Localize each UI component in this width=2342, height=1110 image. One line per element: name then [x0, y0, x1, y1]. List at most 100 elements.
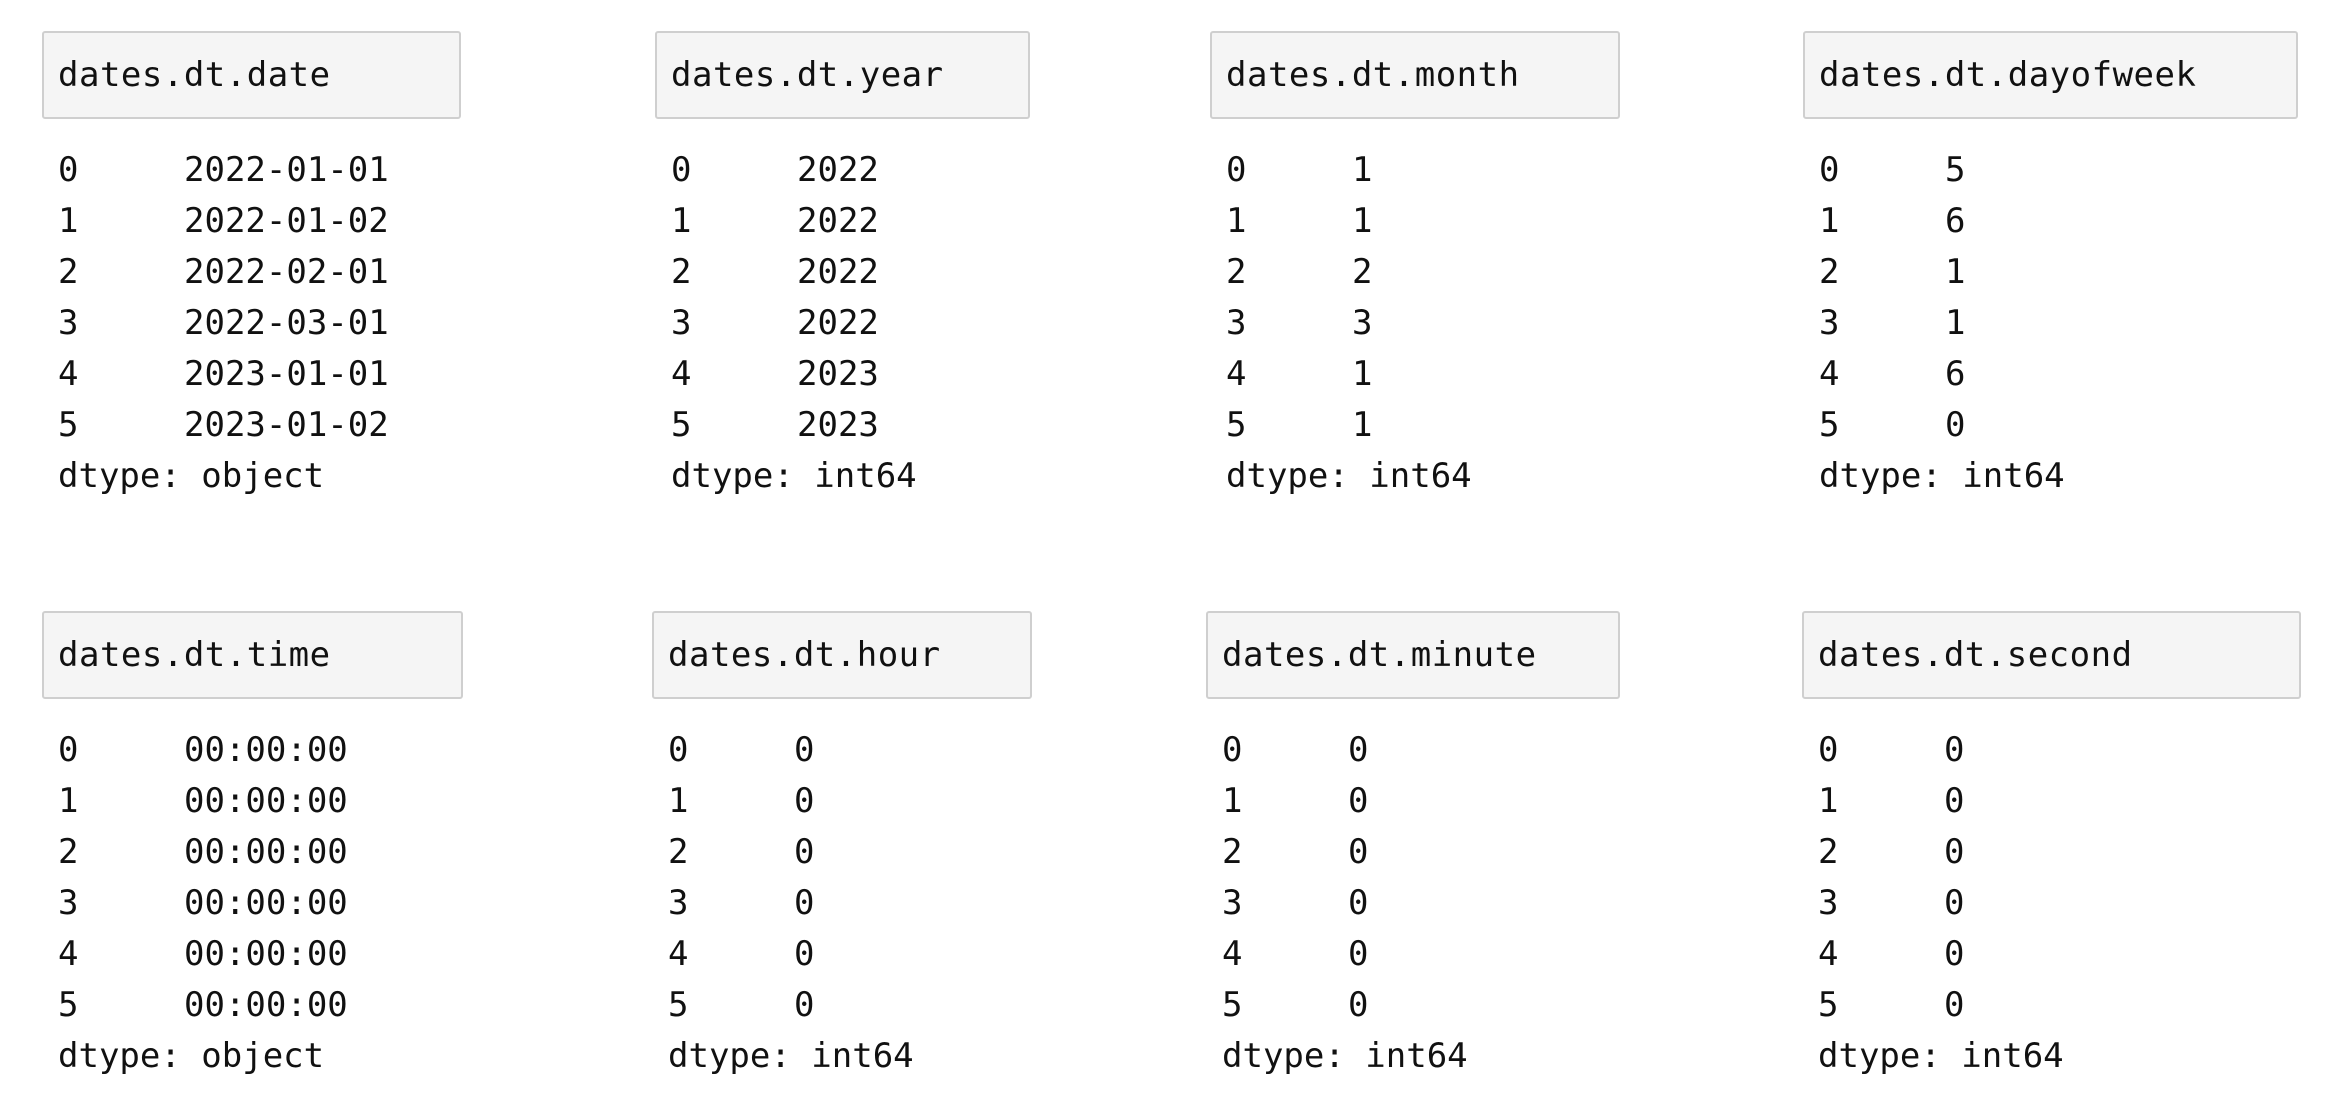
- row-value: 0: [1348, 832, 1369, 872]
- dtype-label: dtype: int64: [1226, 456, 1472, 496]
- row-value: 2022: [797, 303, 879, 343]
- row-index: 3: [668, 883, 689, 923]
- row-value: 0: [794, 781, 815, 821]
- row-value: 1: [1945, 252, 1966, 292]
- row-value: 6: [1945, 354, 1966, 394]
- row-value: 5: [1945, 150, 1966, 190]
- row-index: 1: [668, 781, 689, 821]
- row-value: 2023-01-02: [184, 405, 389, 445]
- cell-header: dates.dt.month: [1210, 31, 1620, 119]
- row-value: 00:00:00: [184, 985, 348, 1025]
- row-index: 4: [671, 354, 692, 394]
- row-index: 1: [1819, 201, 1840, 241]
- row-index: 0: [58, 150, 79, 190]
- row-index: 5: [58, 405, 79, 445]
- row-index: 1: [1818, 781, 1839, 821]
- row-value: 2022: [797, 150, 879, 190]
- row-value: 1: [1352, 201, 1373, 241]
- row-value: 0: [1944, 730, 1965, 770]
- row-value: 2022-02-01: [184, 252, 389, 292]
- row-value: 2022: [797, 201, 879, 241]
- row-index: 2: [668, 832, 689, 872]
- dtype-label: dtype: int64: [1818, 1036, 2064, 1076]
- row-index: 2: [671, 252, 692, 292]
- row-value: 2022-01-01: [184, 150, 389, 190]
- row-value: 2022: [797, 252, 879, 292]
- row-index: 2: [58, 252, 79, 292]
- row-index: 2: [1226, 252, 1247, 292]
- row-index: 5: [58, 985, 79, 1025]
- row-index: 4: [668, 934, 689, 974]
- cell-header: dates.dt.hour: [652, 611, 1032, 699]
- row-index: 4: [58, 354, 79, 394]
- row-value: 0: [1348, 985, 1369, 1025]
- row-value: 0: [1945, 405, 1966, 445]
- row-index: 1: [1226, 201, 1247, 241]
- row-index: 2: [1222, 832, 1243, 872]
- cell-header: dates.dt.second: [1802, 611, 2301, 699]
- row-value: 00:00:00: [184, 781, 348, 821]
- dtype-label: dtype: int64: [668, 1036, 914, 1076]
- row-index: 0: [671, 150, 692, 190]
- row-index: 0: [1222, 730, 1243, 770]
- row-value: 1: [1352, 150, 1373, 190]
- row-index: 1: [671, 201, 692, 241]
- row-value: 0: [1944, 883, 1965, 923]
- row-value: 2023: [797, 354, 879, 394]
- cell-header: dates.dt.dayofweek: [1803, 31, 2298, 119]
- row-value: 0: [1944, 934, 1965, 974]
- row-value: 0: [1944, 781, 1965, 821]
- row-value: 00:00:00: [184, 934, 348, 974]
- row-index: 0: [58, 730, 79, 770]
- row-value: 1: [1352, 405, 1373, 445]
- row-index: 2: [1819, 252, 1840, 292]
- row-index: 4: [58, 934, 79, 974]
- cell-header: dates.dt.time: [42, 611, 463, 699]
- row-index: 4: [1226, 354, 1247, 394]
- row-index: 5: [1226, 405, 1247, 445]
- row-value: 0: [1348, 934, 1369, 974]
- row-index: 3: [58, 883, 79, 923]
- row-index: 1: [1222, 781, 1243, 821]
- row-index: 4: [1818, 934, 1839, 974]
- row-index: 3: [58, 303, 79, 343]
- row-index: 5: [668, 985, 689, 1025]
- row-value: 1: [1945, 303, 1966, 343]
- row-index: 3: [1819, 303, 1840, 343]
- row-value: 2023: [797, 405, 879, 445]
- row-value: 2022-03-01: [184, 303, 389, 343]
- dtype-label: dtype: int64: [1819, 456, 2065, 496]
- row-index: 5: [1819, 405, 1840, 445]
- row-value: 6: [1945, 201, 1966, 241]
- row-index: 1: [58, 201, 79, 241]
- row-value: 3: [1352, 303, 1373, 343]
- row-index: 5: [1222, 985, 1243, 1025]
- row-index: 1: [58, 781, 79, 821]
- row-index: 4: [1222, 934, 1243, 974]
- row-value: 0: [1944, 985, 1965, 1025]
- row-index: 3: [671, 303, 692, 343]
- row-index: 0: [1818, 730, 1839, 770]
- row-value: 00:00:00: [184, 832, 348, 872]
- row-value: 1: [1352, 354, 1373, 394]
- row-value: 0: [794, 730, 815, 770]
- dtype-label: dtype: object: [58, 456, 325, 496]
- dtype-label: dtype: int64: [671, 456, 917, 496]
- row-value: 2: [1352, 252, 1373, 292]
- row-index: 0: [1819, 150, 1840, 190]
- row-index: 3: [1226, 303, 1247, 343]
- cell-header: dates.dt.year: [655, 31, 1030, 119]
- row-value: 2023-01-01: [184, 354, 389, 394]
- row-index: 5: [671, 405, 692, 445]
- row-value: 0: [1348, 781, 1369, 821]
- row-index: 3: [1818, 883, 1839, 923]
- row-index: 0: [668, 730, 689, 770]
- dtype-label: dtype: int64: [1222, 1036, 1468, 1076]
- row-index: 0: [1226, 150, 1247, 190]
- row-value: 0: [1944, 832, 1965, 872]
- row-value: 0: [794, 883, 815, 923]
- row-index: 3: [1222, 883, 1243, 923]
- dtype-label: dtype: object: [58, 1036, 325, 1076]
- row-value: 2022-01-02: [184, 201, 389, 241]
- row-value: 0: [1348, 883, 1369, 923]
